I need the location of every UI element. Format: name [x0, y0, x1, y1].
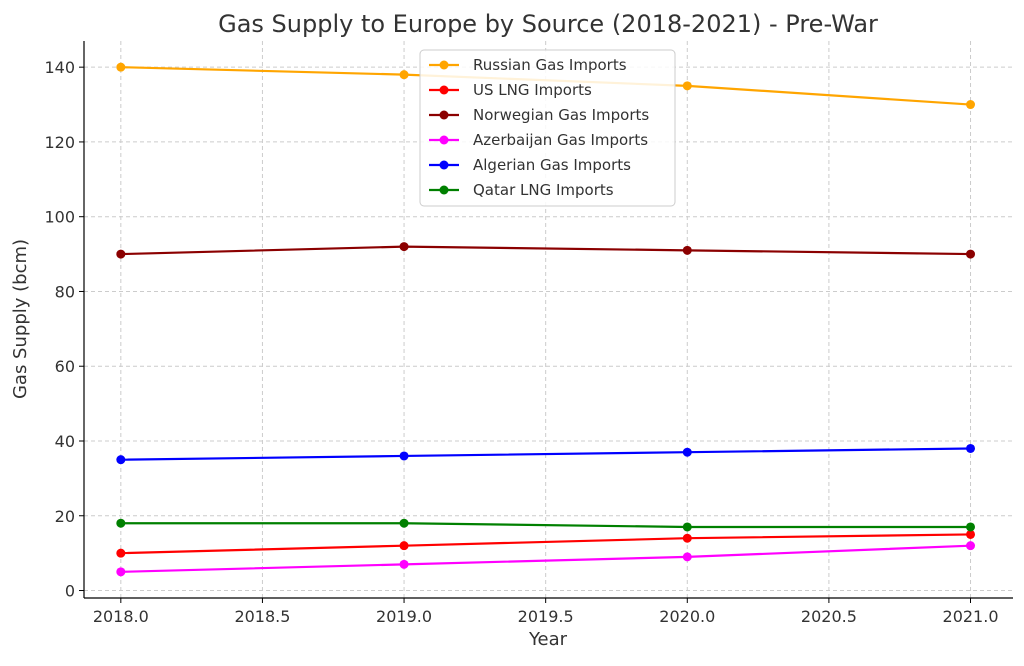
data-point	[966, 443, 976, 453]
tick-labels: 2018.0 2018.5 2019.0 2019.5 2020.0 2020.5 2021…	[44, 58, 998, 626]
data-point	[399, 559, 409, 569]
series-norwegian-gas-imports	[116, 242, 976, 259]
legend-label: Qatar LNG Imports	[473, 181, 614, 199]
legend-swatch-marker	[439, 160, 449, 170]
series-azerbaijan-gas-imports	[116, 541, 976, 577]
data-point	[116, 518, 126, 528]
legend-item: Russian Gas Imports	[429, 56, 627, 74]
chart-title: Gas Supply to Europe by Source (2018-202…	[218, 10, 878, 38]
series-line	[120, 544, 971, 573]
series-line	[120, 522, 971, 529]
x-tick-label: 2018.0	[93, 607, 149, 626]
x-tick-label: 2019.5	[518, 607, 574, 626]
x-tick-label: 2021.0	[943, 607, 999, 626]
data-point	[682, 522, 692, 532]
legend: Russian Gas Imports US LNG Imports Norwegi…	[419, 49, 676, 207]
legend-label: Russian Gas Imports	[473, 56, 627, 74]
data-point	[682, 447, 692, 457]
legend-swatch-marker	[439, 110, 449, 120]
data-point	[116, 567, 126, 577]
data-point	[966, 529, 976, 539]
data-point	[116, 455, 126, 465]
data-point	[399, 451, 409, 461]
legend-item: Qatar LNG Imports	[429, 181, 614, 199]
legend-item: Norwegian Gas Imports	[429, 106, 649, 124]
data-point	[966, 541, 976, 551]
data-point	[399, 70, 409, 80]
series-line	[120, 533, 971, 555]
series-line	[120, 447, 971, 461]
series-line	[120, 245, 971, 256]
data-point	[966, 100, 976, 110]
data-point	[399, 242, 409, 252]
legend-label: US LNG Imports	[473, 81, 592, 99]
y-tick-label: 60	[55, 357, 75, 376]
legend-swatch-marker	[439, 60, 449, 70]
data-point	[399, 541, 409, 551]
y-tick-label: 140	[44, 58, 75, 77]
series-qatar-lng-imports	[116, 518, 976, 532]
legend-item: Algerian Gas Imports	[429, 156, 631, 174]
x-axis-label: Year	[528, 629, 568, 650]
y-tick-label: 100	[44, 208, 75, 227]
legend-box	[419, 49, 676, 207]
series-us-lng-imports	[116, 529, 976, 558]
legend-item: Azerbaijan Gas Imports	[429, 131, 648, 149]
data-point	[682, 533, 692, 543]
data-point	[116, 548, 126, 558]
y-axis-label: Gas Supply (bcm)	[10, 239, 31, 399]
data-point	[116, 62, 126, 72]
y-tick-label: 80	[55, 282, 75, 301]
y-tick-label: 40	[55, 432, 75, 451]
data-point	[966, 522, 976, 532]
legend-label: Algerian Gas Imports	[473, 156, 631, 174]
y-tick-label: 20	[55, 507, 75, 526]
legend-label: Norwegian Gas Imports	[473, 106, 649, 124]
legend-swatch-marker	[439, 135, 449, 145]
x-tick-label: 2018.5	[234, 607, 290, 626]
y-tick-label: 0	[65, 582, 75, 601]
data-point	[682, 81, 692, 91]
legend-swatch-marker	[439, 85, 449, 95]
data-point	[682, 245, 692, 255]
legend-item: US LNG Imports	[429, 81, 592, 99]
axes	[83, 41, 1013, 599]
data-point	[966, 249, 976, 259]
legend-label: Azerbaijan Gas Imports	[473, 131, 648, 149]
x-tick-label: 2019.0	[376, 607, 432, 626]
data-point	[682, 552, 692, 562]
x-tick-label: 2020.5	[801, 607, 857, 626]
legend-swatch-marker	[439, 185, 449, 195]
data-point	[116, 249, 126, 259]
data-point	[399, 518, 409, 528]
series-algerian-gas-imports	[116, 443, 976, 465]
x-tick-label: 2020.0	[659, 607, 715, 626]
y-tick-label: 120	[44, 133, 75, 152]
